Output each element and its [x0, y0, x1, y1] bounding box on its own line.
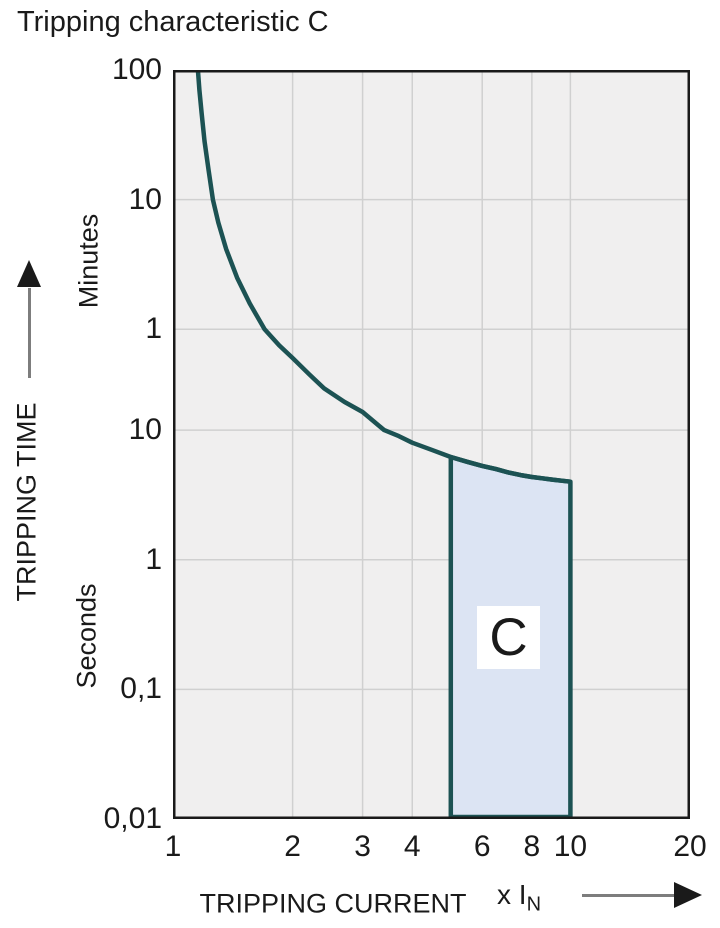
- y-tick-label: 0,1: [120, 672, 162, 706]
- region-c-label: C: [489, 608, 528, 667]
- y-tick-label: 10: [128, 413, 162, 447]
- y-tick-label: 10: [128, 182, 162, 216]
- x-axis-unit-text: x I: [497, 879, 527, 910]
- x-tick-label: 2: [284, 830, 301, 863]
- x-tick-label: 1: [164, 830, 182, 863]
- y-tick-label: 1: [145, 542, 162, 576]
- x-tick-label: 3: [354, 830, 371, 863]
- x-tick-label: 4: [403, 830, 421, 863]
- x-tick-label: 20: [673, 830, 707, 863]
- y-axis-unit-minutes: Minutes: [73, 213, 104, 309]
- y-axis-unit-seconds: Seconds: [71, 583, 102, 689]
- x-tick-label: 10: [553, 830, 588, 863]
- x-axis-arrow-icon: [674, 882, 702, 908]
- y-tick-label: 1: [145, 312, 162, 346]
- chart-plot-area: [173, 70, 690, 819]
- y-tick-label: 100: [111, 53, 162, 86]
- y-axis-arrow-shaft: [28, 288, 31, 378]
- region-c-label-box: C: [477, 606, 540, 669]
- y-axis-arrow-icon: [17, 260, 41, 287]
- x-axis-arrow-shaft: [582, 894, 676, 897]
- figure-title: Tripping characteristic C: [17, 6, 329, 38]
- x-tick-label: 8: [523, 830, 541, 863]
- x-tick-label: 6: [473, 830, 491, 863]
- x-axis-title: TRIPPING CURRENT: [199, 888, 467, 919]
- x-axis-unit: x IN: [497, 879, 541, 915]
- x-axis-unit-subscript: N: [526, 893, 542, 916]
- y-tick-label: 0,01: [103, 802, 162, 835]
